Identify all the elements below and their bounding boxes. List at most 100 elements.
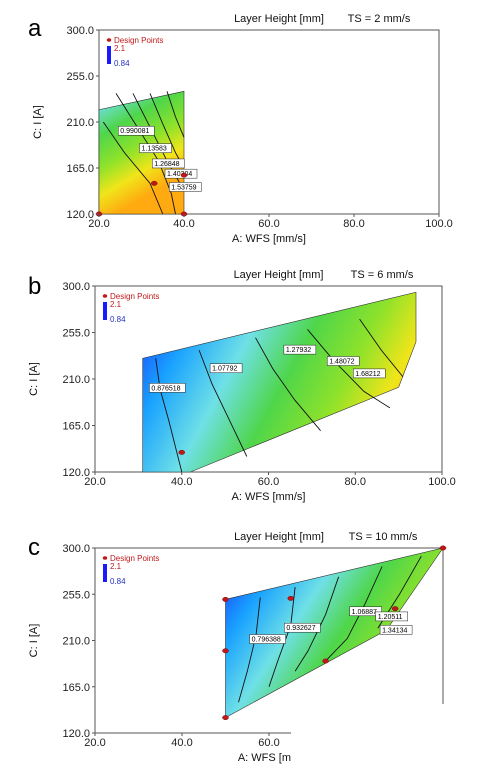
design-point (222, 715, 229, 721)
x-tick-label: 20.0 (88, 218, 109, 230)
contour-label-box (353, 368, 386, 379)
contour-label-1: 0.876518 (151, 385, 180, 392)
x-tick-label: 60.0 (258, 476, 279, 488)
legend-max: 2.1 (110, 300, 122, 309)
contour-label-box (149, 383, 186, 393)
contour-label-box (209, 363, 243, 373)
y-tick-label: 300.0 (62, 543, 90, 555)
contour-line-2 (198, 349, 248, 457)
x-tick-label: 60.0 (258, 218, 279, 230)
y-tick-label: 300.0 (66, 25, 94, 37)
contour-line-1 (238, 597, 261, 703)
y-tick-label: 300.0 (62, 281, 90, 293)
contour-line-3 (294, 576, 340, 672)
panel-title: Layer Height [mm] (234, 531, 324, 543)
contour-label-box (152, 158, 185, 169)
x-tick-label: 40.0 (171, 737, 192, 749)
y-tick-label: 120.0 (62, 467, 90, 479)
legend-colorbar (107, 46, 111, 64)
design-point (178, 449, 185, 455)
panel-title: Layer Height [mm] (234, 13, 324, 25)
legend-design-point-marker (102, 294, 108, 298)
contour-label-5: 1.68212 (355, 371, 380, 378)
contour-label-4: 1.48072 (329, 359, 354, 366)
y-tick-label: 255.0 (62, 589, 90, 601)
contour-label-2: 1.07792 (212, 366, 237, 373)
y-tick-label: 165.0 (66, 163, 94, 175)
design-point (222, 596, 229, 602)
contour-label-box (164, 168, 198, 179)
contour-label-box (249, 634, 286, 644)
x-axis-label: A: WFS [mm (238, 752, 300, 764)
contour-line-4 (325, 566, 383, 662)
y-tick-label: 210.0 (66, 117, 94, 129)
design-point (180, 172, 188, 178)
y-tick-label: 165.0 (62, 682, 90, 694)
contour-line-4 (307, 329, 391, 409)
contour-line-5 (166, 91, 185, 138)
x-axis-label: A: WFS [mm/s] (232, 491, 306, 503)
legend-design-point-marker (106, 38, 112, 42)
x-tick-label: 40.0 (173, 218, 194, 230)
y-tick-label: 120.0 (66, 209, 94, 221)
legend-header: Design Points (114, 36, 163, 45)
x-tick-label: 60.0 (258, 737, 279, 749)
design-point (439, 545, 447, 551)
x-tick-label: 20.0 (84, 737, 105, 749)
legend-max: 2.1 (114, 44, 126, 53)
contour-line-5 (359, 318, 404, 378)
contour-label-box (375, 611, 408, 622)
contour-line-1 (155, 358, 183, 473)
contour-label-3: 1.27932 (286, 347, 311, 354)
ts-label: TS = 6 mm/s (351, 269, 414, 281)
contour-label-box (118, 125, 155, 136)
contour-label-box (349, 606, 382, 617)
legend-max: 2.1 (110, 562, 122, 571)
ts-label: TS = 2 mm/s (348, 13, 411, 25)
x-tick-label: 80.0 (345, 476, 366, 488)
y-axis-label: C: I [A] (28, 624, 40, 658)
contour-label-4: 1.20511 (378, 614, 403, 621)
contour-line-3 (255, 337, 321, 431)
legend-design-point-marker (102, 556, 108, 560)
contour-label-4: 1.40304 (167, 171, 192, 178)
ts-label: TS = 10 mm/s (349, 531, 418, 543)
design-point (322, 658, 329, 664)
legend-min: 0.84 (114, 59, 130, 68)
contour-line-1 (102, 121, 164, 215)
panel-a: 0.990081 1.13583 1.26848 1.40304 1.53759 20.0… (28, 13, 453, 245)
contour-label-box (326, 356, 360, 366)
y-tick-label: 255.0 (66, 71, 94, 83)
contour-label-5: 1.34134 (382, 627, 407, 634)
contour-label-2: 1.13583 (142, 146, 167, 153)
legend-min: 0.84 (110, 315, 126, 324)
y-axis-label: C: I [A] (32, 105, 44, 139)
y-tick-label: 120.0 (62, 728, 90, 740)
design-point (222, 648, 229, 654)
legend-colorbar (103, 564, 107, 582)
design-point (287, 595, 294, 601)
contour-label-1: 0.990081 (120, 128, 149, 135)
contour-label-3: 1.26848 (154, 161, 179, 168)
contour-label-box (284, 622, 321, 633)
contour-label-5: 1.53759 (171, 184, 196, 191)
legend-header: Design Points (110, 292, 159, 301)
panel-title: Layer Height [mm] (234, 269, 324, 281)
legend-colorbar (103, 302, 107, 320)
legend-header: Design Points (110, 554, 159, 563)
legend-min: 0.84 (110, 577, 126, 586)
y-tick-label: 210.0 (62, 636, 90, 648)
contour-label-2: 0.932627 (286, 625, 315, 632)
contour-label-box (169, 182, 202, 192)
panel-letter: a (28, 15, 42, 42)
design-point (391, 606, 399, 612)
y-tick-label: 255.0 (62, 328, 90, 340)
feasible-region (142, 291, 417, 473)
panel-letter: c (28, 534, 40, 561)
contour-label-box (283, 344, 317, 355)
contour-label-3: 1.06887 (352, 609, 377, 616)
contour-label-box (379, 625, 413, 635)
